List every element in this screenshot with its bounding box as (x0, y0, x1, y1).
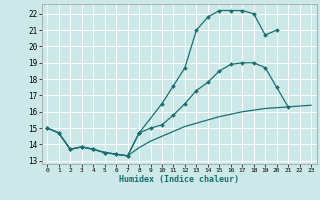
X-axis label: Humidex (Indice chaleur): Humidex (Indice chaleur) (119, 175, 239, 184)
